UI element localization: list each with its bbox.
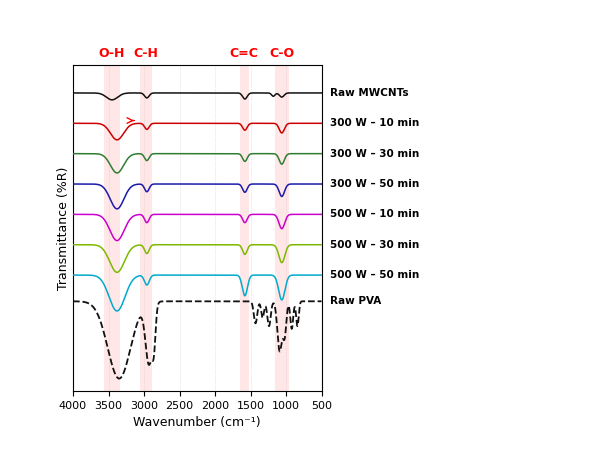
Text: C=C: C=C bbox=[230, 48, 259, 60]
Text: C-O: C-O bbox=[270, 48, 294, 60]
Text: 300 W – 30 min: 300 W – 30 min bbox=[330, 149, 419, 158]
Text: 300 W – 50 min: 300 W – 50 min bbox=[330, 179, 419, 189]
Text: 500 W – 10 min: 500 W – 10 min bbox=[330, 209, 419, 219]
Text: Raw PVA: Raw PVA bbox=[330, 296, 381, 306]
Text: C-H: C-H bbox=[134, 48, 159, 60]
Text: 500 W – 50 min: 500 W – 50 min bbox=[330, 270, 419, 280]
Bar bbox=[275, 65, 289, 391]
Bar bbox=[104, 65, 120, 391]
Bar bbox=[239, 65, 249, 391]
Y-axis label: Transmittance (%R): Transmittance (%R) bbox=[57, 166, 70, 290]
Text: O-H: O-H bbox=[99, 48, 125, 60]
Text: 500 W – 30 min: 500 W – 30 min bbox=[330, 240, 419, 250]
Text: Raw MWCNTs: Raw MWCNTs bbox=[330, 88, 409, 98]
X-axis label: Wavenumber (cm⁻¹): Wavenumber (cm⁻¹) bbox=[133, 416, 261, 429]
Text: 300 W – 10 min: 300 W – 10 min bbox=[330, 118, 419, 128]
Bar bbox=[140, 65, 152, 391]
